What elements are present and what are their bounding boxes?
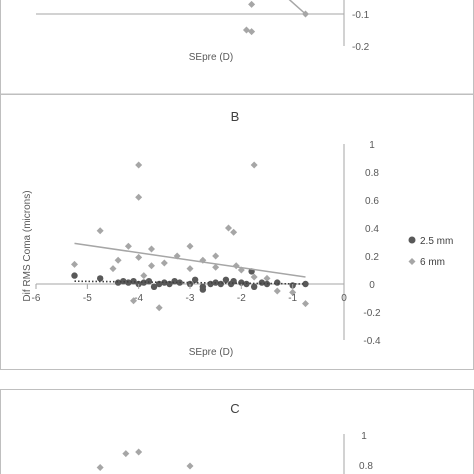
legend-label-6mm: 6 mm — [420, 257, 445, 268]
top-data-point — [248, 28, 256, 36]
series-2-5mm-point — [166, 280, 173, 288]
series-6mm-point — [155, 304, 163, 312]
top-y-tick: -0.2 — [352, 42, 370, 53]
panel-b-x-ticks: -6 -5 -4 -3 -2 -1 0 — [32, 284, 347, 304]
panel-b-title: B — [231, 109, 240, 124]
series-6mm-point — [186, 242, 194, 250]
panel-b-y-tick-label: 0.2 — [365, 252, 379, 263]
legend-marker-6mm — [408, 258, 416, 265]
panel-b-y-tick-label: 0.4 — [365, 224, 379, 235]
series-2-5mm-point — [130, 278, 137, 285]
top-y-tick: -0.1 — [352, 10, 370, 21]
panel-c-data-point — [96, 464, 104, 472]
panel-c-y-tick: 0.8 — [359, 461, 373, 472]
top-x-axis-label: SEpre (D) — [189, 52, 233, 63]
series-6mm-point — [109, 265, 117, 273]
panel-c-data-point — [122, 450, 130, 458]
series-2-5mm-point — [161, 279, 168, 286]
top-data-point — [242, 26, 250, 34]
series-6mm-point — [263, 274, 271, 282]
panel-b-y-tick-label: -0.2 — [363, 308, 381, 319]
series-6mm-point — [186, 265, 194, 273]
series-2-5mm-point — [71, 272, 78, 279]
series-6mm-point — [230, 228, 238, 236]
series-2-5mm-point — [140, 279, 147, 286]
series-6mm-point — [148, 245, 155, 253]
series-2-5mm-point — [120, 278, 127, 285]
top-panel-frame — [0, 0, 474, 95]
series-6mm-point — [225, 224, 232, 232]
panel-b-x-tick-label: -1 — [288, 293, 297, 304]
series-2-5mm-point — [274, 279, 281, 286]
panel-c-frame — [0, 389, 474, 474]
series-2-5mm-point — [222, 276, 230, 283]
series-2-5mm-point — [199, 286, 207, 293]
series-6mm-point — [140, 272, 148, 280]
panel-c-title: C — [230, 401, 239, 416]
panel-b-x-tick-label: -3 — [186, 293, 195, 304]
series-6mm-point — [71, 260, 78, 268]
series-2-5mm-point — [217, 280, 224, 288]
series-6mm-point — [212, 252, 220, 260]
series-2-5mm-point — [191, 276, 199, 283]
series-2-5mm-point — [150, 283, 158, 290]
panel-c-y-tick: 1 — [361, 431, 367, 442]
series-6mm-point — [212, 263, 220, 271]
panel-b-x-tick-label: -2 — [237, 293, 246, 304]
series-6mm-point — [130, 297, 138, 305]
series-6mm-point — [250, 273, 258, 281]
series-6mm-point — [135, 253, 143, 261]
series-2-5mm-point — [145, 278, 153, 285]
panel-b-plot — [36, 144, 345, 340]
panel-c-data-point — [135, 448, 143, 456]
series-2-5mm-point — [250, 283, 258, 290]
panel-b-y-ticks: 1 0.8 0.6 0.4 0.2 0 -0.2 -0.4 — [363, 140, 381, 347]
panel-b-x-tick-label: -5 — [83, 293, 92, 304]
panel-b-legend: 2.5 mm 6 mm — [408, 236, 453, 268]
legend-marker-2-5mm — [408, 236, 416, 244]
series-6mm-point — [302, 300, 309, 308]
series-6mm-point — [96, 227, 104, 235]
top-panel-plot: -0.1 -0.2 SEpre (D) — [36, 0, 370, 63]
top-data-point — [248, 0, 256, 8]
series-6mm-point — [124, 242, 132, 250]
series-6mm-point — [273, 287, 281, 295]
panel-b-x-tick-label: -4 — [134, 293, 143, 304]
panel-b-x-tick-label: -6 — [32, 293, 41, 304]
panel-b-x-tick-label: 0 — [341, 293, 347, 304]
panel-c-data-point — [186, 462, 194, 470]
panel-b-y-tick-label: 0 — [369, 280, 375, 291]
panel-b-y-tick-label: 1 — [369, 140, 375, 151]
panel-b-y-tick-label: 0.6 — [365, 196, 379, 207]
panel-b-y-axis-label: Dif RMS Coma (microns) — [22, 190, 33, 301]
panel-b-y-tick-label: -0.4 — [363, 336, 381, 347]
panel-b-y-tick-label: 0.8 — [365, 168, 379, 179]
trendline-2-5mm — [74, 280, 306, 285]
series-6mm-point — [135, 161, 143, 169]
series-6mm-point — [135, 193, 143, 201]
legend-label-2-5mm: 2.5 mm — [420, 236, 453, 247]
series-6mm-point — [250, 161, 258, 169]
panel-c-plot: 1 0.8 — [96, 431, 373, 474]
series-6mm-point — [289, 288, 297, 296]
series-2-5mm-point — [156, 280, 163, 288]
series-6mm-point — [160, 259, 168, 267]
series-2-5mm-point — [96, 275, 104, 282]
trendline-6mm — [74, 242, 306, 278]
panel-b-x-axis-label: SEpre (D) — [189, 347, 233, 358]
series-2-5mm-point — [238, 279, 245, 286]
series-6mm-point — [114, 256, 122, 264]
panel-b-frame — [0, 94, 474, 370]
top-trendline — [288, 0, 306, 15]
series-6mm-point — [148, 262, 155, 270]
